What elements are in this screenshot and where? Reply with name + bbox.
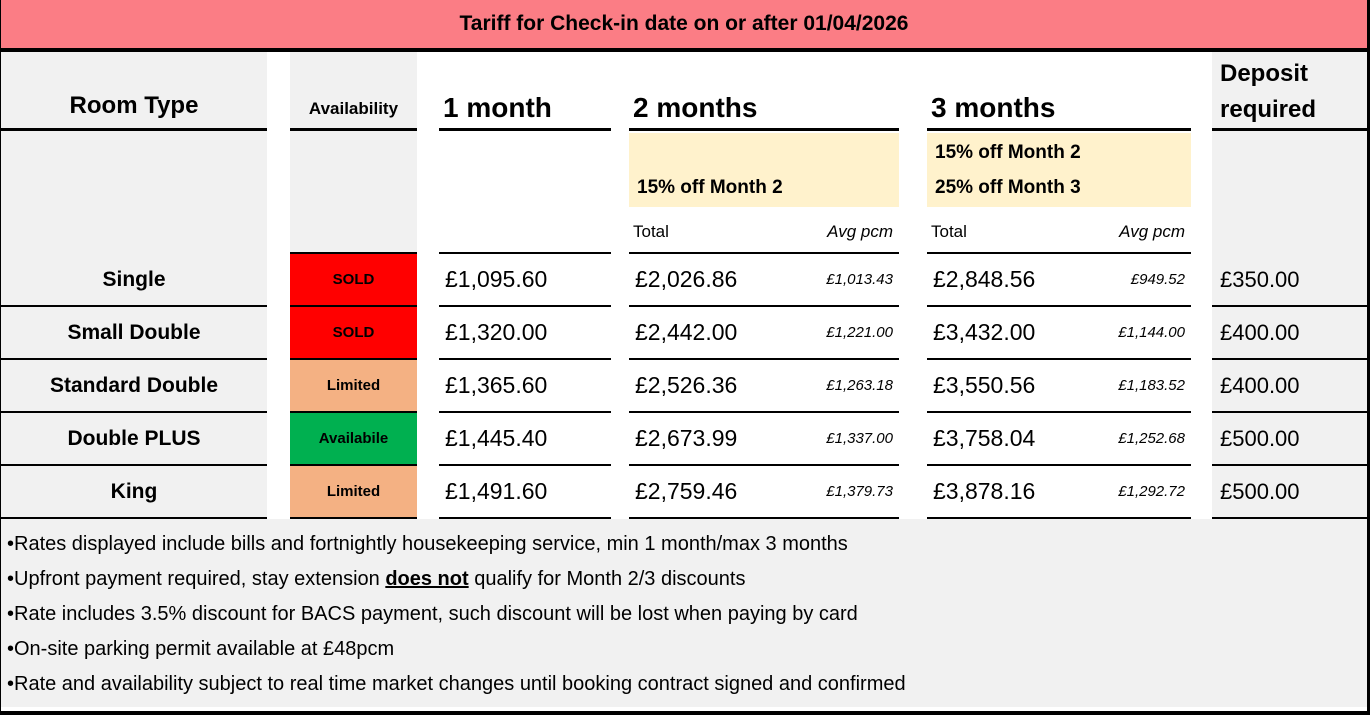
month2-header: 2 months (629, 52, 899, 131)
month2-avg-pcm-label: Avg pcm (771, 211, 899, 254)
deposit-column-spacer (1212, 131, 1367, 211)
month3-avg-cell: £1,252.68 (1069, 413, 1191, 466)
table-row: King Limited £1,491.60 £2,759.46 £1,379.… (1, 466, 1367, 519)
footnote-parking: •On-site parking permit available at £48… (7, 638, 395, 660)
room-type-header: Room Type (1, 52, 267, 131)
room-type-column-spacer (1, 131, 267, 211)
month1-column-spacer (439, 211, 611, 254)
deposit-header-line1: Deposit (1220, 60, 1309, 87)
room-type-cell: Double PLUS (1, 413, 267, 466)
room-type-cell: Small Double (1, 307, 267, 360)
month3-total-cell: £3,758.04 (927, 413, 1069, 466)
availability-status-badge: Limited (290, 360, 417, 413)
month3-avg-pcm-label: Avg pcm (1069, 211, 1191, 254)
month3-discount-line2: 25% off Month 3 (935, 177, 1081, 198)
footnote-market-changes: •Rate and availability subject to real t… (7, 673, 906, 695)
month2-discount-note: 15% off Month 2 (629, 133, 899, 207)
availability-header: Availability (290, 52, 417, 131)
deposit-cell: £350.00 (1212, 254, 1367, 307)
deposit-column-spacer (1212, 211, 1367, 254)
month2-avg-cell: £1,221.00 (771, 307, 899, 360)
table-row: Small Double SOLD £1,320.00 £2,442.00 £1… (1, 307, 1367, 360)
month2-total-cell: £2,442.00 (629, 307, 771, 360)
availability-column-spacer (290, 131, 417, 211)
month2-avg-cell: £1,013.43 (771, 254, 899, 307)
table-row: Single SOLD £1,095.60 £2,026.86 £1,013.4… (1, 254, 1367, 307)
month3-total-cell: £3,432.00 (927, 307, 1069, 360)
month2-total-cell: £2,759.46 (629, 466, 771, 519)
month3-avg-cell: £949.52 (1069, 254, 1191, 307)
month3-avg-cell: £1,144.00 (1069, 307, 1191, 360)
table-row: Standard Double Limited £1,365.60 £2,526… (1, 360, 1367, 413)
month2-avg-cell: £1,379.73 (771, 466, 899, 519)
month2-total-cell: £2,673.99 (629, 413, 771, 466)
month3-total-cell: £3,550.56 (927, 360, 1069, 413)
availability-status-badge: Limited (290, 466, 417, 519)
month3-avg-cell: £1,183.52 (1069, 360, 1191, 413)
footnote-rates: •Rates displayed include bills and fortn… (7, 533, 848, 555)
month3-avg-cell: £1,292.72 (1069, 466, 1191, 519)
room-type-cell: Single (1, 254, 267, 307)
availability-status-badge: Availabile (290, 413, 417, 466)
footnote-upfront-pre: •Upfront payment required, stay extensio… (7, 568, 386, 590)
footnote-upfront: •Upfront payment required, stay extensio… (7, 562, 1367, 597)
month3-discount-note: 15% off Month 2 25% off Month 3 (927, 133, 1191, 207)
availability-status-badge: SOLD (290, 254, 417, 307)
month3-header: 3 months (927, 52, 1191, 131)
deposit-header: Deposit required (1212, 52, 1367, 131)
room-type-cell: King (1, 466, 267, 519)
month1-header: 1 month (439, 52, 611, 131)
deposit-cell: £400.00 (1212, 307, 1367, 360)
month3-discount-line1: 15% off Month 2 (935, 142, 1081, 163)
month2-avg-cell: £1,337.00 (771, 413, 899, 466)
footnote-upfront-post: qualify for Month 2/3 discounts (468, 568, 746, 590)
room-type-column-spacer (1, 211, 267, 254)
deposit-cell: £500.00 (1212, 413, 1367, 466)
month1-price-cell: £1,095.60 (439, 254, 611, 307)
month2-avg-cell: £1,263.18 (771, 360, 899, 413)
month3-total-cell: £2,848.56 (927, 254, 1069, 307)
month2-total-cell: £2,026.86 (629, 254, 771, 307)
footnotes-section: •Rates displayed include bills and fortn… (1, 519, 1367, 707)
month2-total-cell: £2,526.36 (629, 360, 771, 413)
month1-price-cell: £1,320.00 (439, 307, 611, 360)
title-bar: Tariff for Check-in date on or after 01/… (1, 0, 1367, 52)
discount-notes-row: 15% off Month 2 15% off Month 2 25% off … (1, 131, 1367, 211)
page-title: Tariff for Check-in date on or after 01/… (459, 12, 909, 35)
deposit-header-line2: required (1220, 96, 1317, 123)
subheader-row: Total Avg pcm Total Avg pcm (1, 211, 1367, 254)
month3-total-cell: £3,878.16 (927, 466, 1069, 519)
deposit-cell: £500.00 (1212, 466, 1367, 519)
footnote-bacs-discount: •Rate includes 3.5% discount for BACS pa… (7, 603, 858, 625)
table-row: Double PLUS Availabile £1,445.40 £2,673.… (1, 413, 1367, 466)
availability-column-spacer (290, 211, 417, 254)
table-header-row: Room Type Availability 1 month 2 months … (1, 52, 1367, 131)
footnote-upfront-emphasis: does not (385, 568, 469, 590)
month2-total-label: Total (629, 211, 771, 254)
month1-price-cell: £1,445.40 (439, 413, 611, 466)
availability-status-badge: SOLD (290, 307, 417, 360)
room-type-cell: Standard Double (1, 360, 267, 413)
month1-price-cell: £1,491.60 (439, 466, 611, 519)
month3-total-label: Total (927, 211, 1069, 254)
deposit-cell: £400.00 (1212, 360, 1367, 413)
month1-price-cell: £1,365.60 (439, 360, 611, 413)
